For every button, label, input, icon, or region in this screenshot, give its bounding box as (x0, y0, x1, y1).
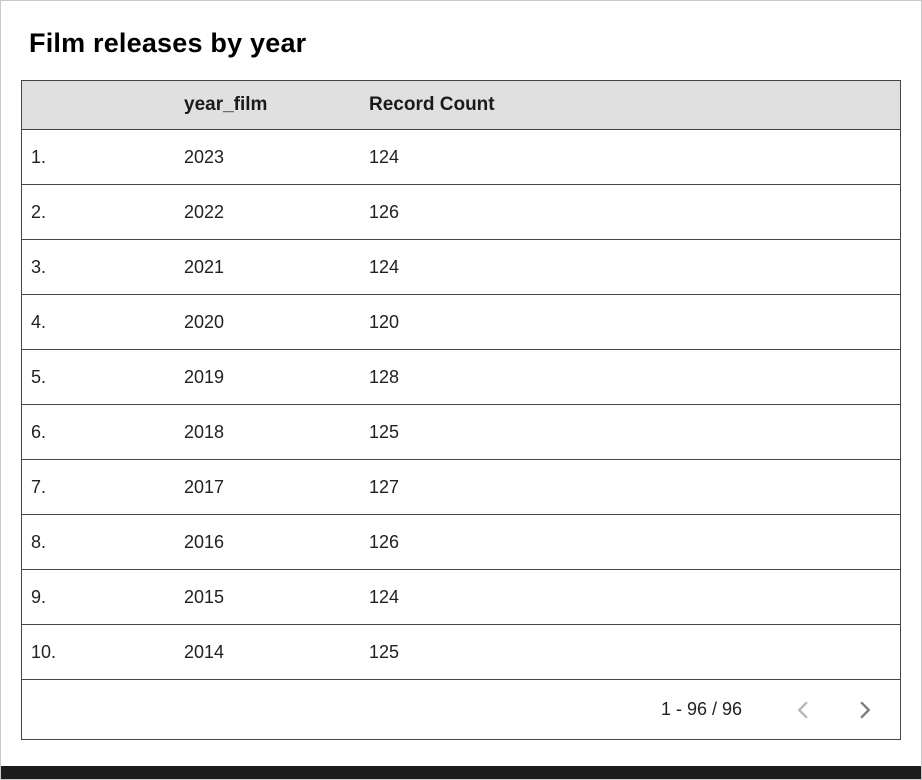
year-film-value: 2014 (184, 641, 225, 662)
table-row: 7. 2017 127 (22, 459, 900, 514)
table-row: 9. 2015 124 (22, 569, 900, 624)
record-count-value: 125 (369, 641, 400, 662)
row-index: 10. (31, 641, 57, 662)
year-film-value: 2015 (184, 586, 225, 607)
record-count-value: 128 (369, 366, 400, 387)
year-film-value: 2017 (184, 476, 225, 497)
pagination-range: 1 - 96 / 96 (660, 699, 742, 719)
row-index: 5. (31, 366, 47, 387)
record-count-value: 124 (369, 256, 400, 277)
chevron-right-icon[interactable] (852, 697, 878, 723)
table-row: 3. 2021 124 (22, 239, 900, 294)
year-film-value: 2020 (184, 311, 225, 332)
year-film-value: 2023 (184, 146, 225, 167)
row-index: 4. (31, 311, 47, 332)
table-header-row: year_film Record Count (22, 81, 900, 129)
record-count-value: 124 (369, 146, 400, 167)
table-row: 8. 2016 126 (22, 514, 900, 569)
table-row: 1. 2023 124 (22, 129, 900, 184)
row-index: 9. (31, 586, 47, 607)
year-film-value: 2018 (184, 421, 225, 442)
data-table: year_film Record Count 1. 2023 124 2. 20… (21, 80, 901, 740)
row-index: 8. (31, 531, 47, 552)
table-row: 4. 2020 120 (22, 294, 900, 349)
year-film-value: 2016 (184, 531, 225, 552)
record-count-value: 126 (369, 531, 400, 552)
row-index: 7. (31, 476, 47, 497)
record-count-value: 124 (369, 586, 400, 607)
chevron-left-icon[interactable] (790, 697, 816, 723)
year-film-value: 2022 (184, 201, 225, 222)
row-index: 3. (31, 256, 47, 277)
record-count-value: 127 (369, 476, 400, 497)
table-row: 2. 2022 126 (22, 184, 900, 239)
row-index: 2. (31, 201, 47, 222)
year-film-value: 2021 (184, 256, 225, 277)
bottom-bar (1, 766, 921, 779)
column-header-year-film[interactable]: year_film (184, 94, 268, 115)
row-index: 1. (31, 146, 47, 167)
table-row: 10. 2014 125 (22, 624, 900, 679)
column-header-record-count[interactable]: Record Count (369, 94, 495, 115)
chart-title: Film releases by year (29, 28, 307, 58)
table-row: 5. 2019 128 (22, 349, 900, 404)
record-count-value: 120 (369, 311, 400, 332)
table-footer: 1 - 96 / 96 (22, 679, 900, 739)
record-count-value: 125 (369, 421, 400, 442)
row-index: 6. (31, 421, 47, 442)
record-count-value: 126 (369, 201, 400, 222)
table-row: 6. 2018 125 (22, 404, 900, 459)
year-film-value: 2019 (184, 366, 225, 387)
